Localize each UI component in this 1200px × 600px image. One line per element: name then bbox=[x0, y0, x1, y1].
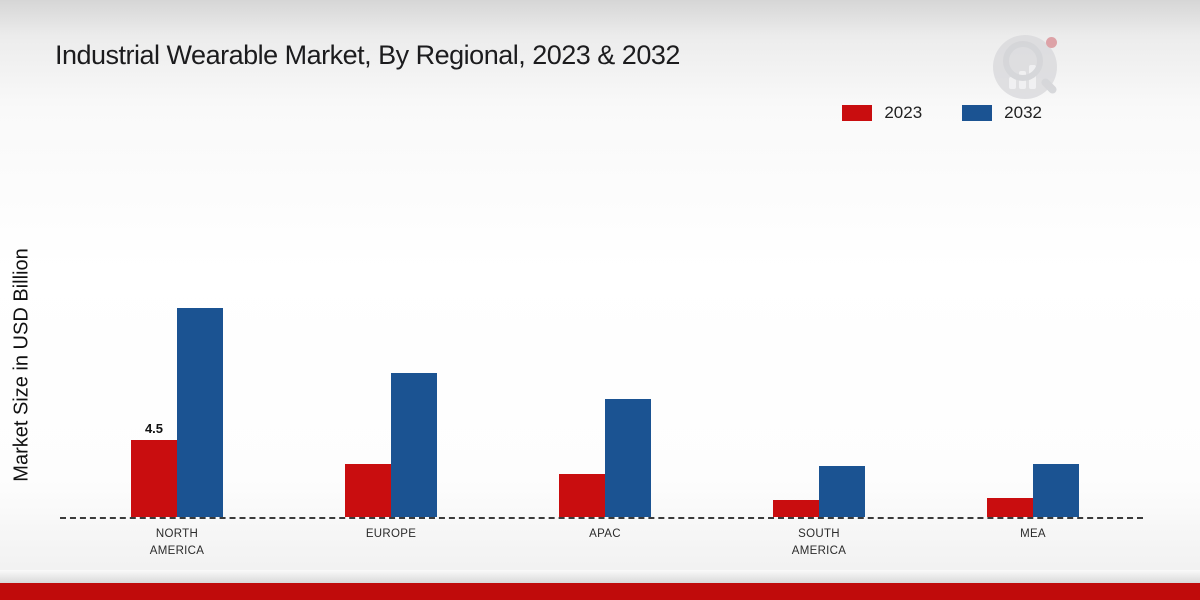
x-labels: NORTH AMERICA EUROPE APAC SOUTH AMERICA MEA bbox=[70, 526, 1140, 559]
legend-label: 2032 bbox=[1004, 103, 1042, 122]
bar-group-apac bbox=[559, 399, 651, 517]
footer-gradient bbox=[0, 570, 1200, 583]
bar-2023-mea bbox=[987, 498, 1033, 517]
bar-group-north-america: 4.5 bbox=[131, 308, 223, 517]
plot-area: 4.5 bbox=[70, 277, 1140, 517]
bar-group-mea bbox=[987, 464, 1079, 517]
x-axis-label-apac: APAC bbox=[589, 528, 621, 540]
bar-value-label: 4.5 bbox=[144, 421, 164, 436]
x-axis-label-mea: MEA bbox=[1020, 528, 1046, 540]
x-axis-baseline bbox=[60, 517, 1143, 519]
bar-group-europe bbox=[345, 373, 437, 517]
bar-2032-europe bbox=[391, 373, 437, 517]
x-axis-label-south-america: SOUTH AMERICA bbox=[791, 528, 847, 557]
legend-label: 2023 bbox=[884, 103, 923, 122]
legend: 2023 2032 bbox=[842, 103, 1042, 123]
legend-item-2023: 2023 bbox=[842, 103, 922, 123]
legend-swatch bbox=[962, 105, 993, 121]
legend-swatch bbox=[842, 105, 873, 121]
bar-group-south-america bbox=[773, 466, 865, 517]
x-axis-label-north-america: NORTH AMERICA bbox=[149, 528, 205, 557]
bar-2032-apac bbox=[605, 399, 651, 517]
logo-accent-dot bbox=[1046, 37, 1057, 48]
bar-2032-south-america bbox=[819, 466, 865, 517]
x-axis-label-europe: EUROPE bbox=[365, 528, 417, 540]
bar-2023-europe bbox=[345, 464, 391, 517]
y-axis-label: Market Size in USD Billion bbox=[10, 248, 33, 482]
bar-2032-north-america bbox=[177, 308, 223, 517]
brand-logo bbox=[993, 35, 1065, 107]
magnifier-icon bbox=[1003, 41, 1043, 81]
legend-item-2032: 2032 bbox=[962, 103, 1042, 123]
bar-2032-mea bbox=[1033, 464, 1079, 517]
logo-bar-icon bbox=[1009, 77, 1016, 89]
chart-title: Industrial Wearable Market, By Regional,… bbox=[55, 40, 680, 70]
bar-2023-south-america bbox=[773, 500, 819, 517]
bar-2023-north-america: 4.5 bbox=[131, 421, 177, 517]
footer-red-band bbox=[0, 583, 1200, 600]
bar-2023-apac bbox=[559, 474, 605, 517]
